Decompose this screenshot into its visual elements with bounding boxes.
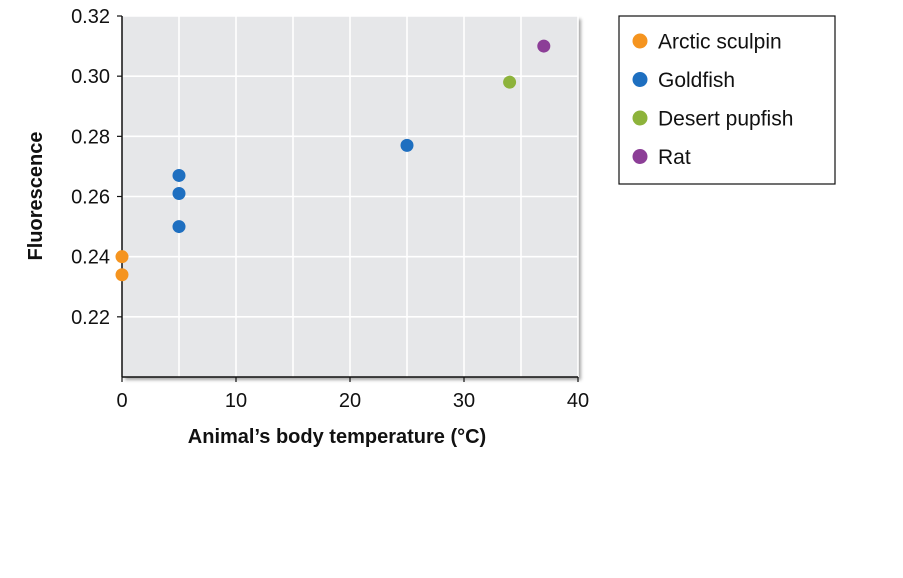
data-point xyxy=(503,75,517,89)
legend-entry: Rat xyxy=(658,146,691,169)
legend-marker xyxy=(632,72,648,87)
x-axis-ticks: 0 10 20 30 40 xyxy=(116,377,589,412)
data-point xyxy=(400,138,414,152)
y-tick-label: 0.24 xyxy=(71,247,110,269)
x-tick-label: 30 xyxy=(453,390,475,412)
data-point xyxy=(115,268,129,282)
x-tick-label: 10 xyxy=(225,390,247,412)
y-tick-label: 0.28 xyxy=(71,126,110,148)
legend-box xyxy=(618,15,836,185)
y-tick-label: 0.26 xyxy=(71,187,110,209)
legend-marker xyxy=(632,110,648,126)
y-tick-label: 0.30 xyxy=(71,66,110,88)
data-point xyxy=(172,186,186,200)
x-tick-label: 0 xyxy=(116,390,127,412)
data-point xyxy=(115,250,129,264)
data-point xyxy=(537,39,551,53)
legend-entry: Arctic sculpin xyxy=(658,31,782,54)
legend-marker xyxy=(632,149,648,164)
legend-entry: Goldfish xyxy=(658,69,735,92)
y-tick-label: 0.22 xyxy=(71,307,110,329)
legend-entry: Desert pupfish xyxy=(658,108,793,131)
legend-marker xyxy=(632,33,648,49)
data-point xyxy=(172,220,186,234)
data-points xyxy=(115,39,551,282)
y-axis-title: Fluorescence xyxy=(25,132,47,261)
x-axis-title: Animal’s body temperature (°C) xyxy=(188,426,486,448)
y-axis-ticks: 0.22 0.24 0.26 0.28 0.30 0.32 xyxy=(71,6,122,329)
data-point xyxy=(172,168,186,182)
y-tick-label: 0.32 xyxy=(71,6,110,28)
x-tick-label: 40 xyxy=(567,390,589,412)
x-tick-label: 20 xyxy=(339,390,361,412)
grid-lines xyxy=(122,15,579,377)
legend: Arctic sculpin Goldfish Desert pupfish Rat xyxy=(618,15,836,185)
